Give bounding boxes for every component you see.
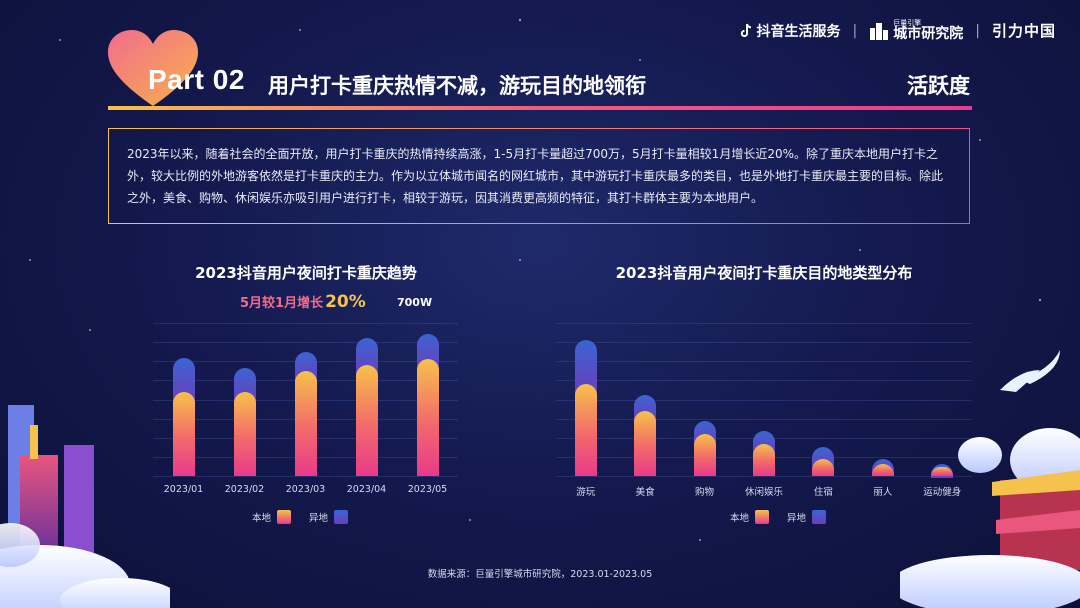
grid-line xyxy=(556,476,972,477)
page-title: 用户打卡重庆热情不减，游玩目的地领衔 xyxy=(268,74,646,98)
legend-swatch-other xyxy=(334,510,349,524)
part-label: Part 02 xyxy=(148,64,245,95)
bar-local xyxy=(812,458,835,476)
x-tick-label: 住宿 xyxy=(813,487,833,498)
bar-stack xyxy=(753,431,775,476)
right-chart-legend: 本地 异地 xyxy=(730,510,827,524)
left-chart-title: 2023抖音用户夜间打卡重庆趋势 xyxy=(195,264,417,282)
research-logo: 巨量引擎 城市研究院 xyxy=(869,20,963,41)
grid-line xyxy=(556,380,972,382)
growth-annotation: 5月较1月增长 20% xyxy=(240,292,366,312)
x-tick-label: 2023/04 xyxy=(346,484,387,495)
x-tick-label: 休闲娱乐 xyxy=(744,487,783,498)
x-tick-label: 丽人 xyxy=(873,487,893,498)
x-tick-label: 2023/01 xyxy=(163,484,204,495)
bar-other xyxy=(574,340,597,396)
total-value-label: 700W xyxy=(397,296,433,309)
x-tick-label: 2023/05 xyxy=(407,484,448,495)
bar-local xyxy=(416,359,439,476)
x-tick-label: 2023/03 xyxy=(285,484,326,495)
bar-local xyxy=(355,365,378,476)
data-source: 数据来源：巨量引擎城市研究院，2023.01-2023.05 xyxy=(427,569,653,580)
x-tick-label: 2023/02 xyxy=(224,484,265,495)
right-chart-title: 2023抖音用户夜间打卡重庆目的地类型分布 xyxy=(615,264,913,282)
bar-local xyxy=(172,391,195,476)
legend-swatch-local xyxy=(277,510,292,524)
bar-stack xyxy=(871,458,894,476)
bar-stack xyxy=(233,367,256,476)
x-tick-label: 购物 xyxy=(695,487,715,498)
bar-stack xyxy=(172,358,195,476)
bar-stack xyxy=(574,340,597,476)
building-icon xyxy=(870,22,889,40)
left-chart-legend: 本地 异地 xyxy=(252,510,349,524)
grid-line xyxy=(556,399,972,401)
douyin-icon xyxy=(740,23,751,37)
bar-local xyxy=(574,384,597,476)
bar-local xyxy=(693,433,716,476)
right-chart-plot: 游玩 美食 购物 休闲娱乐 住宿 丽人 运动健身 xyxy=(556,323,972,498)
brand-bar: 抖音生活服务 | 巨量引擎 城市研究院 | 引力中国 xyxy=(739,20,1056,41)
grid-line xyxy=(556,361,972,363)
bar-stack xyxy=(355,338,378,476)
bar-local xyxy=(634,410,657,476)
bar-stack xyxy=(812,447,835,476)
legend-swatch-other xyxy=(812,510,827,524)
douyin-logo: 抖音生活服务 xyxy=(739,21,841,41)
bar-stack xyxy=(416,333,439,476)
bar-other xyxy=(172,358,195,403)
intro-text-box: 2023年以来，随着社会的全面开放，用户打卡重庆的热情持续高涨，1-5月打卡量超… xyxy=(108,128,970,224)
x-tick-label: 运动健身 xyxy=(923,487,962,498)
section-tag: 活跃度 xyxy=(907,74,970,98)
bar-stack xyxy=(931,463,954,479)
grid-line xyxy=(556,418,972,420)
bar-local xyxy=(233,391,256,476)
x-tick-label: 游玩 xyxy=(576,487,596,498)
bar-local xyxy=(753,443,775,476)
legend-swatch-local xyxy=(755,510,770,524)
bar-stack xyxy=(693,420,716,476)
grid-line xyxy=(556,342,972,344)
bar-local xyxy=(931,467,954,476)
left-chart-plot: 2023/01 2023/02 2023/03 2023/04 2023/05 xyxy=(153,323,458,495)
bar-local xyxy=(294,370,317,476)
grid-line xyxy=(556,323,972,324)
grid-line xyxy=(153,342,458,344)
bar-stack xyxy=(634,394,657,476)
grid-line xyxy=(153,476,458,477)
x-tick-label: 美食 xyxy=(635,487,655,498)
title-underline xyxy=(108,106,972,110)
heart-icon xyxy=(108,30,198,106)
bar-local xyxy=(871,463,894,476)
yinli-logo: 引力中国 xyxy=(991,22,1056,40)
grid-line xyxy=(153,323,458,324)
bar-stack xyxy=(294,351,317,476)
